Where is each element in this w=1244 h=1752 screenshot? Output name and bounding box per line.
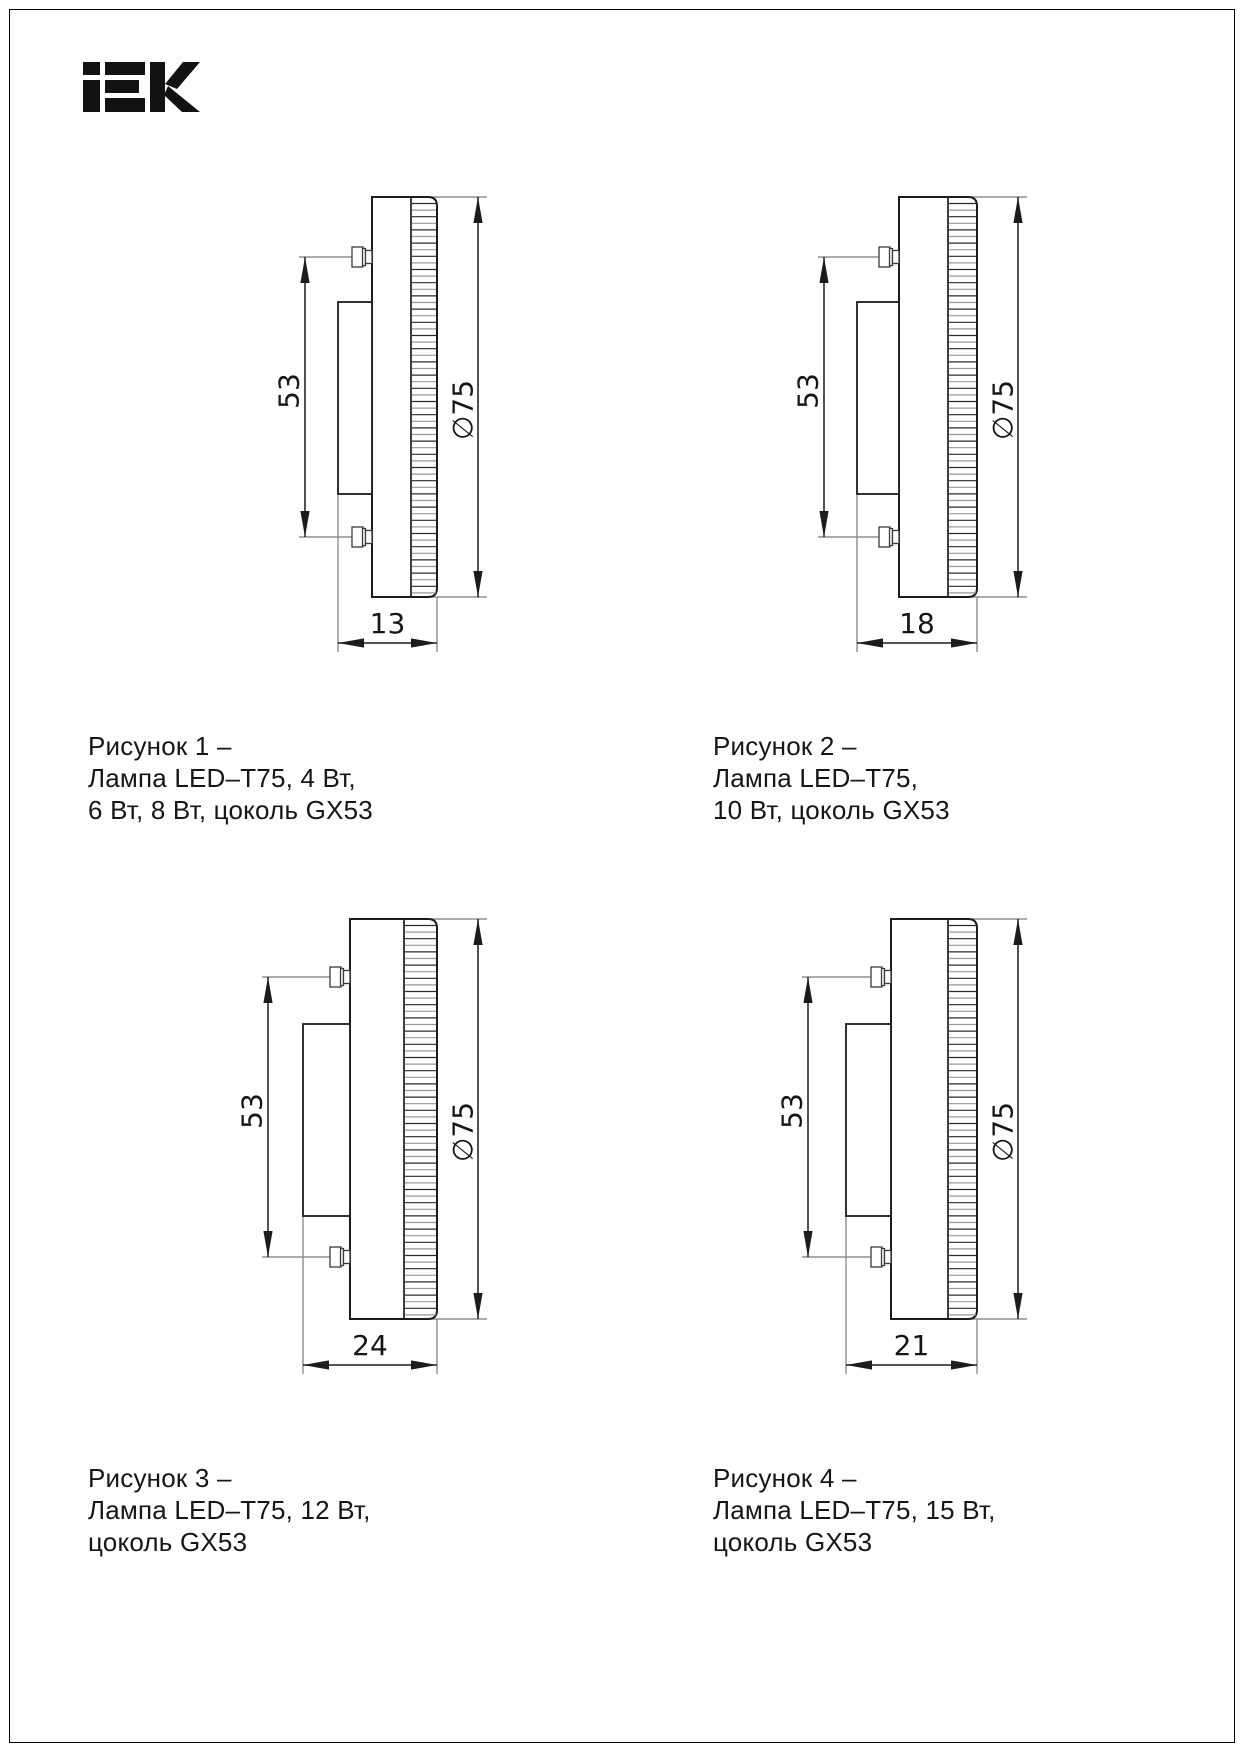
lamp-rear-step	[337, 301, 373, 495]
dimension-arrow	[803, 1231, 813, 1257]
caption-line: Рисунок 4 –	[713, 1463, 857, 1493]
gx53-pin	[878, 526, 900, 548]
lamp-rear-step	[856, 301, 900, 495]
caption-line: Рисунок 1 –	[88, 731, 232, 761]
dimension-arrow	[1013, 571, 1023, 597]
diffuser-ribs	[412, 202, 436, 594]
caption-line: Лампа LED–T75,	[713, 763, 919, 793]
lamp-body-outline	[890, 918, 978, 1320]
dimension-arrow	[473, 1293, 483, 1319]
diffuser-ribs	[949, 924, 976, 1316]
pin-part	[883, 969, 892, 985]
figure-1-caption: Рисунок 1 – Лампа LED–T75, 4 Вт, 6 Вт, 8…	[88, 730, 373, 826]
figure-1-drawing: 53 ∅75 13	[273, 196, 487, 652]
caption-line: Лампа LED–T75, 12 Вт,	[88, 1495, 371, 1525]
dimension-arrow	[951, 1360, 977, 1370]
gx53-pin	[351, 526, 373, 548]
lamp-body-outline	[349, 918, 438, 1320]
caption-line: 6 Вт, 8 Вт, цоколь GX53	[88, 795, 373, 825]
pin-part	[870, 966, 883, 988]
figure-2-caption: Рисунок 2 – Лампа LED–T75, 10 Вт, цоколь…	[713, 730, 950, 826]
dimension-arrow	[338, 638, 364, 648]
dimension-arrow	[951, 638, 977, 648]
caption-line: Лампа LED–T75, 4 Вт,	[88, 763, 356, 793]
gx53-pin	[878, 246, 900, 268]
pin-part	[891, 529, 900, 545]
figure-4-drawing: 53 ∅75 21	[776, 918, 1027, 1374]
caption-line: цоколь GX53	[88, 1527, 248, 1557]
dimension-arrow	[411, 1360, 437, 1370]
pin-part	[891, 249, 900, 265]
dimension-arrow	[846, 1360, 872, 1370]
pin-part	[883, 1249, 892, 1265]
pin-part	[878, 246, 891, 268]
caption-line: Лампа LED–T75, 15 Вт,	[713, 1495, 996, 1525]
dim-pin-spacing-label: 53	[273, 373, 306, 409]
figure-4-caption: Рисунок 4 – Лампа LED–T75, 15 Вт, цоколь…	[713, 1462, 996, 1558]
pin-part	[351, 246, 364, 268]
dim-diameter-label: ∅75	[987, 1102, 1020, 1162]
pin-part	[364, 249, 373, 265]
dimension-arrow	[819, 511, 829, 537]
caption-line: Рисунок 3 –	[88, 1463, 232, 1493]
dimension-arrow	[263, 1231, 273, 1257]
dimension-arrow	[303, 1360, 329, 1370]
dim-depth-label: 18	[899, 607, 935, 640]
pin-part	[342, 1249, 351, 1265]
lamp-rear-step	[302, 1023, 351, 1217]
caption-line: Рисунок 2 –	[713, 731, 857, 761]
dimension-arrow	[300, 257, 310, 283]
gx53-pin	[329, 1246, 351, 1268]
dim-diameter-label: ∅75	[447, 1102, 480, 1162]
gx53-pin	[329, 966, 351, 988]
dimension-arrow	[473, 197, 483, 223]
dimension-arrow	[263, 977, 273, 1003]
gx53-pin	[870, 966, 892, 988]
dim-pin-spacing-label: 53	[776, 1093, 809, 1129]
gx53-pin	[351, 246, 373, 268]
lamp-rear-step	[845, 1023, 892, 1217]
dimension-arrow	[803, 977, 813, 1003]
figure-3-caption: Рисунок 3 – Лампа LED–T75, 12 Вт, цоколь…	[88, 1462, 371, 1558]
dim-depth-label: 21	[894, 1329, 930, 1362]
dimension-arrow	[819, 257, 829, 283]
lamp-body-outline	[898, 196, 978, 598]
dim-diameter-label: ∅75	[447, 380, 480, 440]
iek-logo	[83, 62, 200, 112]
caption-line: цоколь GX53	[713, 1527, 873, 1557]
dimension-arrow	[473, 919, 483, 945]
pin-part	[878, 526, 891, 548]
pin-part	[329, 1246, 342, 1268]
dimension-arrow	[411, 638, 437, 648]
dimension-arrow	[1013, 197, 1023, 223]
dimension-arrow	[473, 571, 483, 597]
pin-part	[342, 969, 351, 985]
dim-depth-label: 24	[352, 1329, 388, 1362]
pin-part	[364, 529, 373, 545]
dim-depth-label: 13	[370, 607, 406, 640]
dimension-arrow	[1013, 1293, 1023, 1319]
diffuser-ribs	[405, 924, 436, 1316]
gx53-pin	[870, 1246, 892, 1268]
dimension-arrow	[300, 511, 310, 537]
dimension-arrow	[857, 638, 883, 648]
dim-diameter-label: ∅75	[987, 380, 1020, 440]
pin-part	[329, 966, 342, 988]
dim-pin-spacing-label: 53	[792, 373, 825, 409]
pin-part	[351, 526, 364, 548]
figure-2-drawing: 53 ∅75 18	[792, 196, 1027, 652]
dimension-arrow	[1013, 919, 1023, 945]
figure-3-drawing: 53 ∅75 24	[236, 918, 487, 1374]
pin-part	[870, 1246, 883, 1268]
diffuser-ribs	[949, 202, 976, 594]
dim-pin-spacing-label: 53	[236, 1093, 269, 1129]
caption-line: 10 Вт, цоколь GX53	[713, 795, 950, 825]
lamp-body-outline	[371, 196, 438, 598]
